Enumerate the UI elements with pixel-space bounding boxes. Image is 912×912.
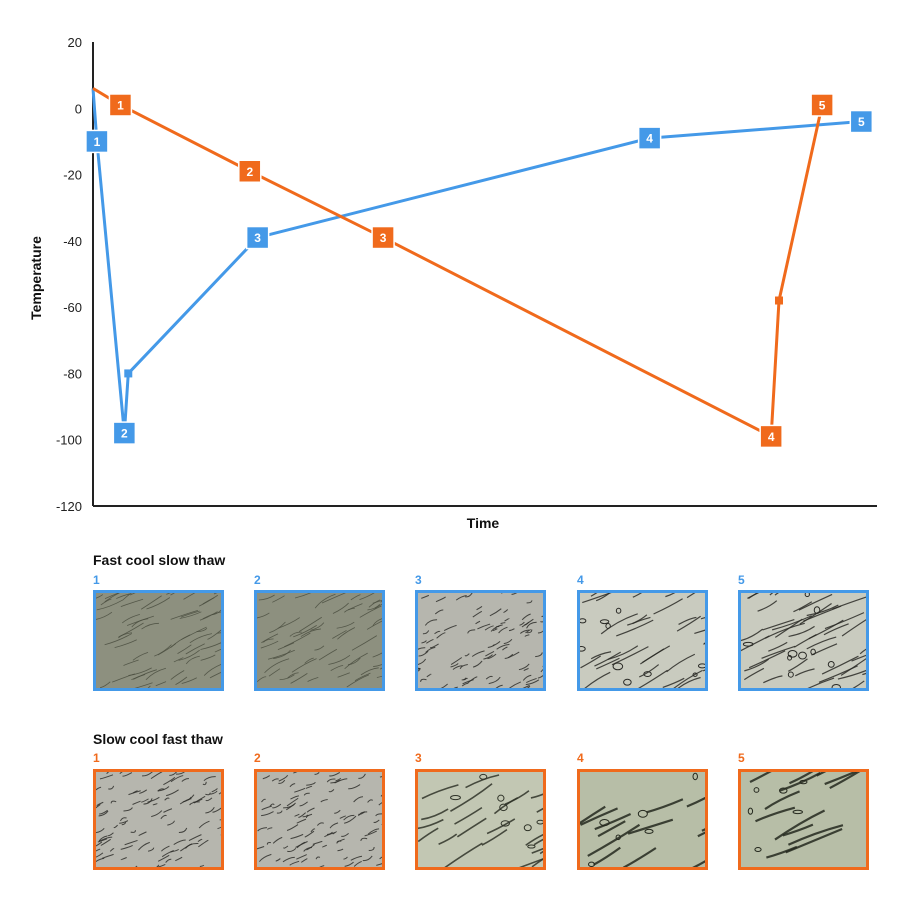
series-line bbox=[92, 87, 824, 438]
point-label: 4 bbox=[768, 430, 775, 444]
point-marker bbox=[849, 109, 874, 134]
fast-cool-gallery-title: Fast cool slow thaw bbox=[93, 552, 226, 568]
y-tick-label: -100 bbox=[56, 433, 82, 448]
micrograph-fine-ice-crystals bbox=[93, 590, 224, 691]
micrograph-fine-ice-crystals bbox=[254, 590, 385, 691]
micrograph-label: 1 bbox=[93, 751, 100, 765]
micrograph-label: 4 bbox=[577, 751, 584, 765]
micrograph-dense-ice-crystals bbox=[93, 769, 224, 870]
series-fast-cool: 1 2 3 4 5 bbox=[85, 88, 874, 445]
point-label: 2 bbox=[121, 427, 128, 441]
point-marker bbox=[238, 159, 262, 184]
point-label: 1 bbox=[94, 135, 101, 149]
micrograph-elongated-ice-crystals bbox=[738, 590, 869, 691]
micrograph-label: 1 bbox=[93, 573, 100, 587]
micrograph-label: 2 bbox=[254, 573, 261, 587]
series-line bbox=[91, 88, 862, 435]
y-tick-label: -120 bbox=[56, 499, 82, 514]
micrograph-large-ice-crystals bbox=[577, 769, 708, 870]
micrograph-label: 5 bbox=[738, 573, 745, 587]
micrograph-large-ice-crystals bbox=[738, 769, 869, 870]
point-label: 3 bbox=[380, 231, 387, 245]
point-label: 5 bbox=[819, 98, 826, 112]
y-tick-label: 0 bbox=[75, 101, 82, 116]
point-label: 5 bbox=[858, 115, 865, 129]
point-label: 4 bbox=[646, 132, 653, 146]
point-marker bbox=[810, 93, 834, 117]
point-label: 3 bbox=[254, 231, 261, 245]
point-marker bbox=[108, 93, 133, 117]
point-dot bbox=[775, 296, 783, 305]
series-slow-cool: 1 2 3 4 5 bbox=[92, 87, 834, 449]
micrograph-dense-ice-crystals bbox=[415, 590, 546, 691]
y-tick-label: -60 bbox=[63, 300, 82, 315]
micrograph-coarse-ice-crystals bbox=[415, 769, 546, 870]
point-marker bbox=[371, 225, 395, 250]
y-tick-label: 20 bbox=[68, 35, 82, 50]
micrograph-dense-ice-crystals bbox=[254, 769, 385, 870]
y-tick-label: -40 bbox=[63, 234, 82, 249]
micrograph-label: 3 bbox=[415, 751, 422, 765]
point-marker bbox=[112, 421, 137, 445]
point-label: 1 bbox=[117, 98, 124, 112]
x-axis-title: Time bbox=[467, 515, 500, 531]
point-marker bbox=[245, 225, 270, 250]
point-marker bbox=[637, 126, 662, 150]
micrograph-elongated-ice-crystals bbox=[577, 590, 708, 691]
point-marker bbox=[759, 424, 783, 449]
micrograph-label: 3 bbox=[415, 573, 422, 587]
micrograph-label: 4 bbox=[577, 573, 584, 587]
temperature-chart: 20 0 -20 -40 -60 -80 -100 -120 Time Temperature… bbox=[28, 35, 877, 531]
micrograph-label: 2 bbox=[254, 751, 261, 765]
point-label: 2 bbox=[246, 165, 253, 179]
slow-cool-gallery-title: Slow cool fast thaw bbox=[93, 731, 223, 747]
point-dot bbox=[124, 369, 133, 378]
point-marker bbox=[85, 129, 109, 154]
y-axis-title: Temperature bbox=[28, 236, 44, 320]
micrograph-label: 5 bbox=[738, 751, 745, 765]
y-tick-label: -80 bbox=[63, 366, 82, 381]
y-tick-label: -20 bbox=[63, 168, 82, 183]
